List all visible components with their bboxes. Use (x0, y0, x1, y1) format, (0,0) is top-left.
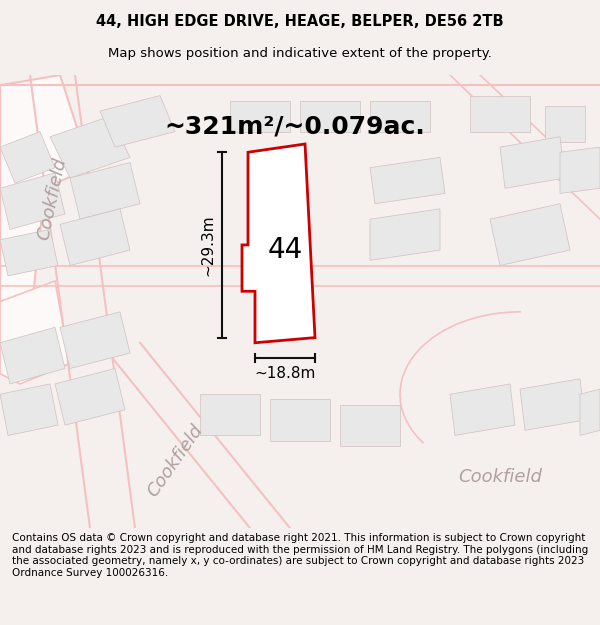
Polygon shape (520, 379, 585, 430)
Polygon shape (0, 173, 65, 229)
Polygon shape (545, 106, 585, 142)
Polygon shape (0, 229, 58, 276)
Polygon shape (560, 147, 600, 193)
Polygon shape (0, 384, 58, 436)
Polygon shape (500, 137, 565, 188)
Polygon shape (0, 132, 55, 183)
Polygon shape (70, 162, 140, 219)
Polygon shape (230, 101, 290, 132)
Text: Cookfield: Cookfield (458, 468, 542, 486)
Text: Contains OS data © Crown copyright and database right 2021. This information is : Contains OS data © Crown copyright and d… (12, 533, 588, 578)
Text: Cookfield: Cookfield (34, 156, 70, 241)
Text: 44: 44 (268, 236, 302, 264)
Polygon shape (470, 96, 530, 132)
Polygon shape (100, 96, 175, 147)
Polygon shape (242, 144, 315, 342)
Polygon shape (340, 404, 400, 446)
Polygon shape (0, 75, 90, 343)
Polygon shape (270, 399, 330, 441)
Text: ~321m²/~0.079ac.: ~321m²/~0.079ac. (164, 114, 425, 139)
Polygon shape (0, 281, 70, 384)
Polygon shape (200, 394, 260, 436)
Polygon shape (450, 384, 515, 436)
Text: Map shows position and indicative extent of the property.: Map shows position and indicative extent… (108, 48, 492, 61)
Polygon shape (60, 209, 130, 266)
Polygon shape (370, 209, 440, 261)
Text: Cookfield: Cookfield (143, 422, 206, 501)
Polygon shape (55, 369, 125, 425)
Polygon shape (60, 312, 130, 369)
Polygon shape (580, 389, 600, 436)
Polygon shape (370, 101, 430, 132)
Polygon shape (490, 204, 570, 266)
Text: ~18.8m: ~18.8m (254, 366, 316, 381)
Polygon shape (50, 116, 130, 178)
Polygon shape (300, 101, 360, 132)
Polygon shape (0, 328, 65, 384)
Text: 44, HIGH EDGE DRIVE, HEAGE, BELPER, DE56 2TB: 44, HIGH EDGE DRIVE, HEAGE, BELPER, DE56… (96, 14, 504, 29)
Text: ~29.3m: ~29.3m (200, 214, 215, 276)
Polygon shape (370, 158, 445, 204)
